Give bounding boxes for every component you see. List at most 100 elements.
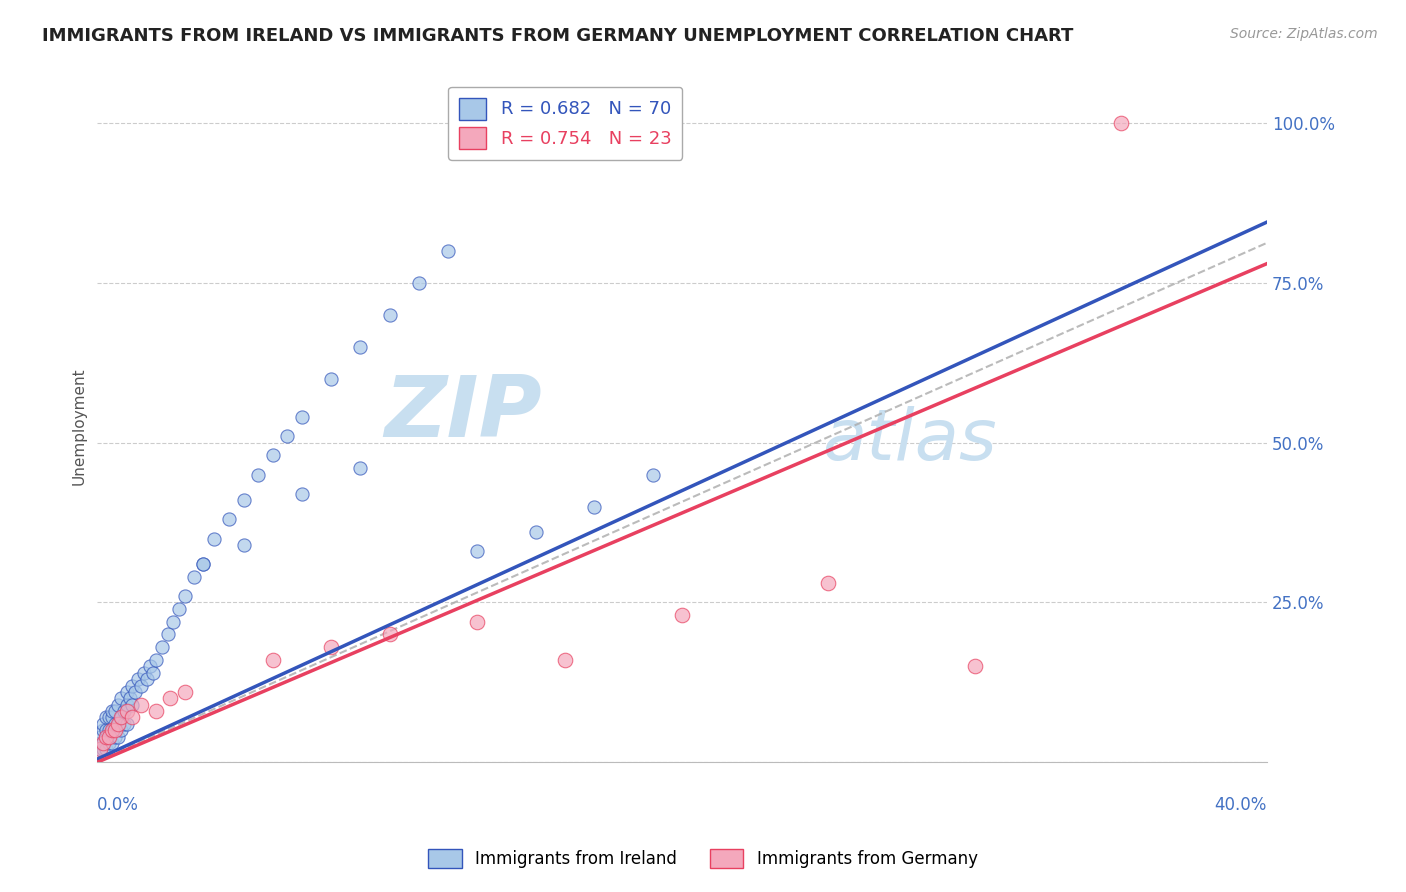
- Text: IMMIGRANTS FROM IRELAND VS IMMIGRANTS FROM GERMANY UNEMPLOYMENT CORRELATION CHAR: IMMIGRANTS FROM IRELAND VS IMMIGRANTS FR…: [42, 27, 1074, 45]
- Point: [671, 608, 693, 623]
- Point: [121, 710, 143, 724]
- Point: [91, 723, 114, 738]
- Point: [174, 685, 197, 699]
- Point: [156, 627, 179, 641]
- Point: [118, 691, 141, 706]
- Point: [94, 723, 117, 738]
- Text: atlas: atlas: [823, 406, 997, 475]
- Point: [101, 710, 124, 724]
- Text: 40.0%: 40.0%: [1215, 796, 1267, 814]
- Point: [150, 640, 173, 655]
- Point: [110, 710, 132, 724]
- Point: [121, 698, 143, 712]
- Point: [191, 557, 214, 571]
- Point: [145, 653, 167, 667]
- Point: [91, 742, 114, 756]
- Point: [321, 640, 343, 655]
- Point: [174, 589, 197, 603]
- Point: [159, 691, 181, 706]
- Point: [104, 730, 127, 744]
- Point: [89, 730, 111, 744]
- Point: [107, 717, 129, 731]
- Point: [94, 742, 117, 756]
- Point: [94, 710, 117, 724]
- Point: [91, 736, 114, 750]
- Text: Source: ZipAtlas.com: Source: ZipAtlas.com: [1230, 27, 1378, 41]
- Point: [115, 704, 138, 718]
- Text: ZIP: ZIP: [384, 372, 541, 455]
- Point: [98, 736, 121, 750]
- Point: [127, 672, 149, 686]
- Point: [349, 461, 371, 475]
- Point: [467, 615, 489, 629]
- Point: [91, 717, 114, 731]
- Point: [321, 372, 343, 386]
- Point: [142, 665, 165, 680]
- Point: [110, 710, 132, 724]
- Point: [963, 659, 986, 673]
- Point: [291, 410, 314, 425]
- Point: [98, 723, 121, 738]
- Point: [112, 704, 135, 718]
- Text: 0.0%: 0.0%: [97, 796, 139, 814]
- Point: [276, 429, 298, 443]
- Point: [129, 679, 152, 693]
- Point: [524, 525, 547, 540]
- Point: [262, 449, 284, 463]
- Point: [437, 244, 460, 258]
- Point: [89, 736, 111, 750]
- Legend: R = 0.682   N = 70, R = 0.754   N = 23: R = 0.682 N = 70, R = 0.754 N = 23: [449, 87, 682, 160]
- Point: [104, 704, 127, 718]
- Y-axis label: Unemployment: Unemployment: [72, 368, 86, 485]
- Point: [183, 570, 205, 584]
- Point: [467, 544, 489, 558]
- Point: [291, 487, 314, 501]
- Point: [110, 691, 132, 706]
- Point: [641, 467, 664, 482]
- Point: [107, 730, 129, 744]
- Point: [218, 512, 240, 526]
- Legend: Immigrants from Ireland, Immigrants from Germany: Immigrants from Ireland, Immigrants from…: [422, 842, 984, 875]
- Point: [94, 730, 117, 744]
- Point: [115, 717, 138, 731]
- Point: [89, 742, 111, 756]
- Point: [162, 615, 184, 629]
- Point: [136, 672, 159, 686]
- Point: [94, 730, 117, 744]
- Point: [98, 730, 121, 744]
- Point: [232, 538, 254, 552]
- Point: [115, 698, 138, 712]
- Point: [1109, 116, 1132, 130]
- Point: [91, 736, 114, 750]
- Point: [112, 717, 135, 731]
- Point: [262, 653, 284, 667]
- Point: [817, 576, 839, 591]
- Point: [554, 653, 576, 667]
- Point: [104, 723, 127, 738]
- Point: [121, 679, 143, 693]
- Point: [378, 627, 401, 641]
- Point: [134, 665, 156, 680]
- Point: [110, 723, 132, 738]
- Point: [101, 723, 124, 738]
- Point: [98, 710, 121, 724]
- Point: [202, 532, 225, 546]
- Point: [247, 467, 270, 482]
- Point: [124, 685, 146, 699]
- Point: [101, 723, 124, 738]
- Point: [107, 717, 129, 731]
- Point: [89, 742, 111, 756]
- Point: [101, 704, 124, 718]
- Point: [115, 685, 138, 699]
- Point: [232, 493, 254, 508]
- Point: [378, 308, 401, 322]
- Point: [129, 698, 152, 712]
- Point: [349, 340, 371, 354]
- Point: [145, 704, 167, 718]
- Point: [167, 602, 190, 616]
- Point: [408, 276, 430, 290]
- Point: [104, 717, 127, 731]
- Point: [101, 736, 124, 750]
- Point: [139, 659, 162, 673]
- Point: [107, 698, 129, 712]
